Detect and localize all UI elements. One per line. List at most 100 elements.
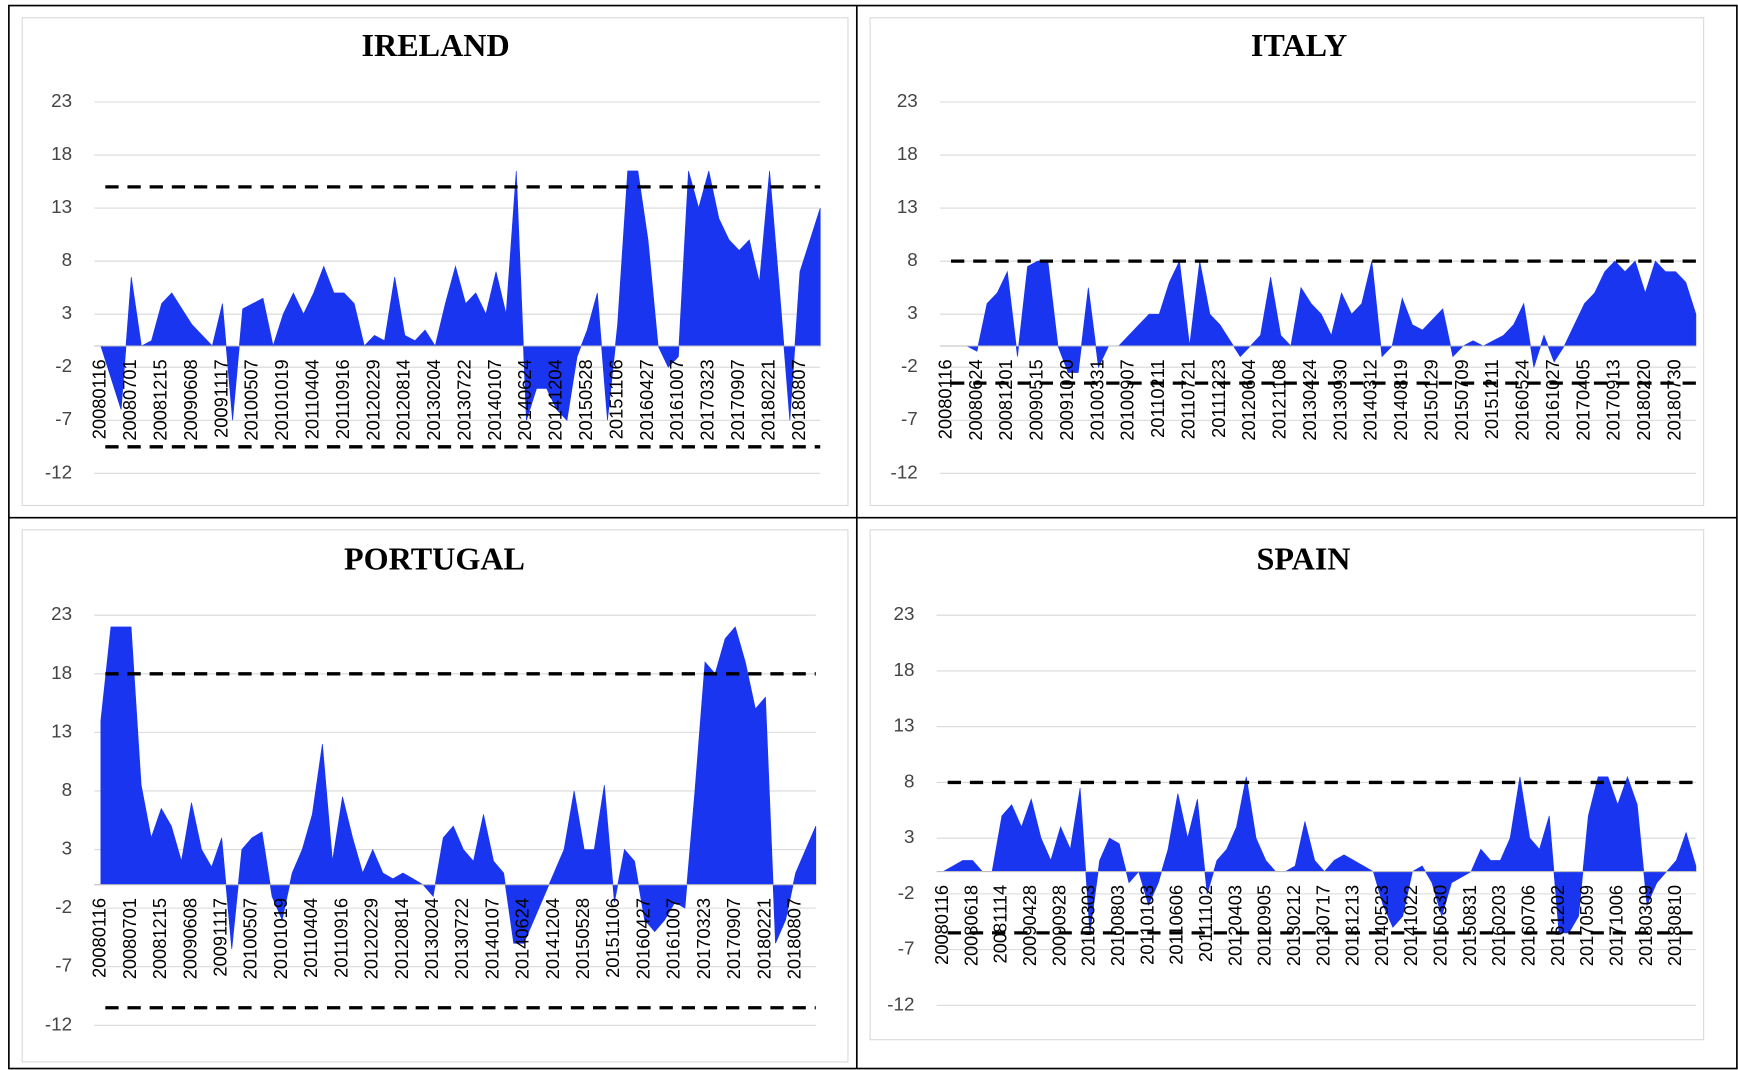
x-tick-label: 20151211 xyxy=(1481,359,1502,439)
x-tick-label: 20170405 xyxy=(1572,359,1593,440)
x-tick-label: 20150831 xyxy=(1459,885,1480,966)
x-tick-label: 20131213 xyxy=(1342,885,1363,966)
x-tick-label: 20091020 xyxy=(1056,359,1077,440)
x-tick-label: 20120229 xyxy=(362,359,383,440)
area xyxy=(100,626,817,950)
x-tick-label: 20151106 xyxy=(605,359,626,439)
x-tick-label: 20090608 xyxy=(179,898,200,979)
chart-frame xyxy=(869,529,1705,1041)
chart-frame xyxy=(869,17,1705,507)
y-tick-label: -7 xyxy=(898,938,915,959)
x-tick-label: 20080701 xyxy=(119,898,140,979)
chart-frame xyxy=(21,17,849,507)
chart-title: ITALY xyxy=(1251,27,1347,63)
x-tick-label: 20180309 xyxy=(1635,885,1656,966)
x-tick-label: 20111102 xyxy=(1195,885,1216,962)
y-tick-label: 3 xyxy=(904,826,914,847)
x-tick-label: 20100303 xyxy=(1078,885,1099,966)
y-tick-label: 23 xyxy=(897,90,918,111)
x-tick-label: 20161027 xyxy=(1542,359,1563,440)
y-tick-label: -7 xyxy=(55,408,72,429)
x-tick-label: 20180807 xyxy=(783,898,804,979)
x-tick-label: 20101019 xyxy=(271,359,292,440)
x-tick-label: 20110404 xyxy=(301,359,322,439)
y-tick-label: -12 xyxy=(45,1013,72,1034)
y-tick-label: 3 xyxy=(907,302,917,323)
x-tick-label: 20130424 xyxy=(1299,359,1320,440)
x-tick-label: 20170323 xyxy=(693,898,714,979)
x-tick-label: 20121108 xyxy=(1269,359,1290,439)
x-tick-label: 20160524 xyxy=(1512,359,1533,440)
x-tick-label: 20081215 xyxy=(149,359,170,440)
x-tick-label: 20120403 xyxy=(1224,885,1245,966)
x-tick-label: 20120229 xyxy=(361,898,382,979)
x-tick-label: 20110606 xyxy=(1166,885,1187,965)
x-tick-label: 20080116 xyxy=(89,898,110,978)
x-tick-label: 20150129 xyxy=(1420,359,1441,440)
area xyxy=(942,775,1697,934)
x-tick-label: 20150709 xyxy=(1451,359,1472,440)
x-tick-label: 20111223 xyxy=(1208,359,1229,438)
y-tick-label: 8 xyxy=(904,770,914,791)
y-tick-label: 18 xyxy=(897,143,918,164)
x-tick-label: 20080624 xyxy=(965,359,986,440)
x-tick-label: 20150528 xyxy=(575,359,596,440)
x-tick-label: 20160427 xyxy=(636,359,657,440)
y-tick-label: -12 xyxy=(887,993,914,1014)
y-tick-label: -2 xyxy=(55,896,72,917)
x-tick-label: 20090515 xyxy=(1026,359,1047,440)
x-tick-label: 20180221 xyxy=(757,359,778,440)
y-tick-label: 13 xyxy=(897,196,918,217)
x-tick-label: 20170907 xyxy=(727,359,748,440)
y-tick-label: -12 xyxy=(45,461,72,482)
x-tick-label: 20180221 xyxy=(753,898,774,979)
x-tick-label: 20120604 xyxy=(1238,359,1259,440)
x-tick-label: 20080116 xyxy=(934,359,955,439)
x-tick-label: 20091117 xyxy=(210,898,231,977)
y-tick-label: 23 xyxy=(893,603,914,624)
x-tick-label: 20180807 xyxy=(788,359,809,440)
x-tick-label: 20141204 xyxy=(545,359,566,440)
x-tick-label: 20090608 xyxy=(180,359,201,440)
x-tick-label: 20160706 xyxy=(1518,885,1539,966)
y-tick-label: 23 xyxy=(51,90,72,111)
x-tick-label: 20170323 xyxy=(697,359,718,440)
x-tick-label: 20180730 xyxy=(1663,359,1684,440)
x-tick-label: 20150330 xyxy=(1430,885,1451,966)
x-tick-label: 20170907 xyxy=(723,898,744,979)
x-tick-label: 20130722 xyxy=(451,898,472,979)
y-tick-label: 13 xyxy=(51,196,72,217)
chart-frame xyxy=(21,529,849,1063)
x-tick-label: 20130204 xyxy=(423,359,444,440)
y-tick-label: 8 xyxy=(62,249,72,270)
x-tick-label: 20161007 xyxy=(666,359,687,440)
x-tick-label: 20100907 xyxy=(1117,359,1138,440)
x-tick-label: 20100331 xyxy=(1086,359,1107,440)
x-tick-label: 20161007 xyxy=(663,898,684,979)
x-tick-label: 20141022 xyxy=(1400,885,1421,966)
x-tick-label: 20101019 xyxy=(270,898,291,979)
x-tick-label: 20081215 xyxy=(149,898,170,979)
y-tick-label: 18 xyxy=(893,659,914,680)
x-tick-label: 20100507 xyxy=(240,898,261,979)
x-tick-label: 20140819 xyxy=(1390,359,1411,440)
table-border xyxy=(8,4,1738,1070)
x-tick-label: 20080116 xyxy=(931,885,952,965)
y-tick-label: -7 xyxy=(901,408,918,429)
x-tick-label: 20180810 xyxy=(1664,885,1685,966)
x-tick-label: 20110404 xyxy=(300,898,321,978)
chart-title: PORTUGAL xyxy=(344,540,525,576)
y-tick-label: 23 xyxy=(51,603,72,624)
x-tick-label: 20160427 xyxy=(632,898,653,979)
x-tick-label: 20130212 xyxy=(1283,885,1304,966)
x-tick-label: 20100803 xyxy=(1107,885,1128,966)
x-tick-label: 20120814 xyxy=(391,898,412,979)
x-tick-label: 20110916 xyxy=(330,898,351,978)
x-tick-label: 20150528 xyxy=(572,898,593,979)
x-tick-label: 20110916 xyxy=(332,359,353,439)
x-tick-label: 20081114 xyxy=(990,885,1011,964)
y-tick-label: -2 xyxy=(898,882,915,903)
x-tick-label: 20140312 xyxy=(1360,359,1381,440)
